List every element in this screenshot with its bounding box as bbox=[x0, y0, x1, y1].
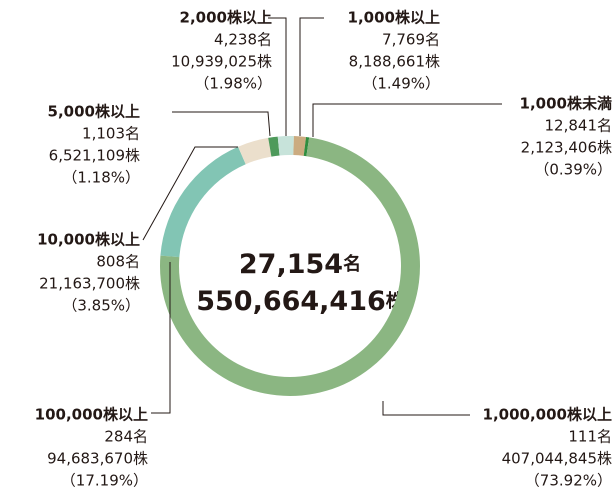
leader-line bbox=[299, 17, 324, 136]
holders-label: 284名 bbox=[104, 428, 148, 446]
center-holders: 27,154名 bbox=[239, 249, 361, 280]
leader-line bbox=[268, 17, 287, 136]
leader-line bbox=[382, 401, 470, 416]
center-holders-value: 27,154 bbox=[239, 249, 343, 280]
category-label: 100,000株以上 bbox=[35, 406, 148, 424]
category-label: 5,000株以上 bbox=[48, 103, 140, 121]
category-label: 1,000株以上 bbox=[348, 9, 440, 27]
center-holders-unit: 名 bbox=[343, 253, 361, 275]
center-shares: 550,664,416株 bbox=[196, 286, 405, 317]
leader-line bbox=[312, 103, 502, 137]
category-label: 1,000,000株以上 bbox=[483, 406, 612, 424]
category-label: 10,000株以上 bbox=[37, 231, 140, 249]
holders-label: 4,238名 bbox=[214, 31, 272, 49]
category-label: 1,000株未満 bbox=[520, 95, 612, 113]
leader-line bbox=[142, 146, 238, 241]
shares-label: 10,939,025株 bbox=[171, 53, 272, 71]
shares-label: 21,163,700株 bbox=[39, 275, 140, 293]
donut-segment bbox=[160, 146, 246, 258]
shares-label: 407,044,845株 bbox=[502, 450, 612, 468]
percent-label: （1.18%） bbox=[62, 169, 140, 187]
holders-label: 111名 bbox=[568, 428, 612, 446]
percent-label: （0.39%） bbox=[534, 161, 612, 179]
donut-segment bbox=[293, 136, 307, 156]
percent-label: （1.49%） bbox=[362, 75, 440, 93]
holders-label: 12,841名 bbox=[545, 117, 613, 135]
holders-label: 7,769名 bbox=[382, 31, 440, 49]
holders-label: 808名 bbox=[96, 253, 140, 271]
donut-segment bbox=[238, 137, 272, 165]
shares-label: 8,188,661株 bbox=[349, 53, 440, 71]
shares-label: 2,123,406株 bbox=[521, 139, 612, 157]
percent-label: （3.85%） bbox=[62, 297, 140, 315]
donut-segment bbox=[268, 136, 280, 157]
percent-label: （1.98%） bbox=[194, 75, 272, 93]
center-shares-value: 550,664,416 bbox=[196, 286, 386, 317]
percent-label: （17.19%） bbox=[61, 472, 148, 490]
category-label: 2,000株以上 bbox=[180, 9, 272, 27]
donut-segment bbox=[277, 136, 294, 156]
shares-label: 6,521,109株 bbox=[49, 147, 140, 165]
leader-line bbox=[151, 262, 171, 414]
percent-label: （73.92%） bbox=[525, 472, 612, 490]
holders-label: 1,103名 bbox=[82, 125, 140, 143]
donut-segment bbox=[303, 136, 310, 157]
leader-line bbox=[172, 111, 271, 137]
shares-label: 94,683,670株 bbox=[47, 450, 148, 468]
